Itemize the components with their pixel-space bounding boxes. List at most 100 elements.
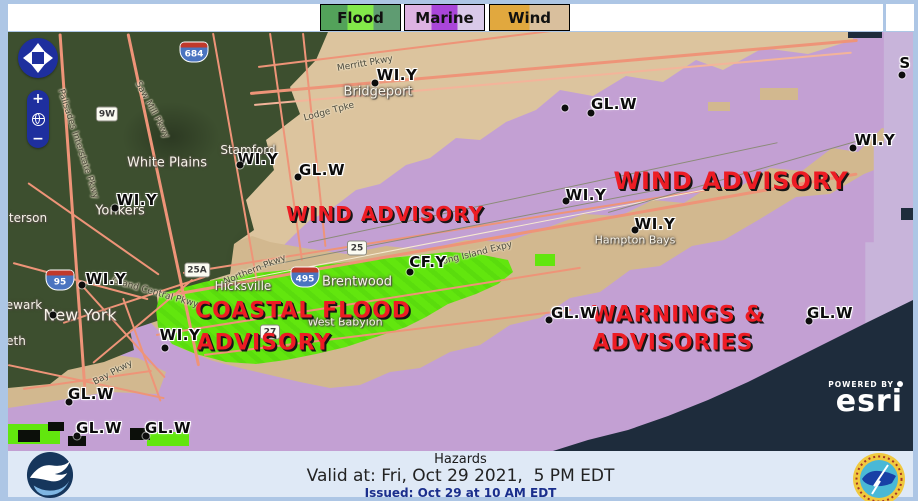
hazard-label-wi-y: WI.Y xyxy=(85,270,127,288)
hazard-point-dot xyxy=(111,204,119,212)
hazard-label-gl-w: GL.W xyxy=(144,419,192,437)
hazard-label-s: S xyxy=(899,54,911,72)
hazard-label-gl-w: GL.W xyxy=(67,385,115,403)
noaa-logo xyxy=(26,451,74,499)
interstate-shield-495: 495 xyxy=(291,267,319,287)
legend-bar: Flood Marine Wind xyxy=(8,4,883,31)
city-label: terson xyxy=(8,211,48,225)
city-label: Bridgeport xyxy=(343,84,413,100)
map-terrain-patch xyxy=(147,432,189,446)
pan-left-icon[interactable] xyxy=(23,51,32,65)
esri-attribution: POWERED BY esri xyxy=(828,380,903,419)
map-pan-control[interactable] xyxy=(18,38,58,78)
advisory-text: COASTAL FLOOD xyxy=(194,298,412,324)
advisory-text: WIND ADVISORY xyxy=(286,202,484,226)
hazard-label-wi-y: WI.Y xyxy=(854,131,896,149)
esri-logo: esri xyxy=(835,384,903,419)
map-terrain-patch xyxy=(708,102,730,111)
interstate-shield-684: 684 xyxy=(180,42,208,62)
hazard-point-dot xyxy=(561,104,569,112)
footer-text: Hazards Valid at: Fri, Oct 29 2021, 5 PM… xyxy=(8,452,913,501)
hazard-point-dot xyxy=(371,79,379,87)
city-label: ewark xyxy=(8,298,43,312)
nws-logo xyxy=(853,453,905,501)
hazard-point-dot xyxy=(562,197,570,205)
advisory-text: WARNINGS & xyxy=(591,302,765,328)
footer-issued: Issued: Oct 29 at 10 AM EDT xyxy=(364,486,557,500)
city-label: Hicksville xyxy=(214,279,272,293)
hazard-label-gl-w: GL.W xyxy=(590,95,638,113)
hazard-label-gl-w: GL.W xyxy=(75,419,123,437)
advisory-text: ADVISORIES xyxy=(592,330,754,356)
hazard-point-dot xyxy=(236,161,244,169)
advisory-text: ADVISORY xyxy=(196,330,332,356)
legend-label: Marine xyxy=(415,8,474,27)
legend-item-flood[interactable]: Flood xyxy=(320,4,401,31)
hazard-label-wi-y: WI.Y xyxy=(565,186,607,204)
route-shield-25A: 25A xyxy=(184,262,210,278)
legend-item-wind[interactable]: Wind xyxy=(489,4,570,31)
city-label: Yonkers xyxy=(95,203,145,219)
top-right-box xyxy=(886,4,914,31)
map-terrain-patch xyxy=(760,88,798,100)
interstate-shield-95: 95 xyxy=(46,270,74,290)
city-label: Brentwood xyxy=(321,274,393,290)
map-terrain-patch xyxy=(848,32,882,38)
esri-globe-dot-icon xyxy=(897,381,903,387)
footer-bar: Hazards Valid at: Fri, Oct 29 2021, 5 PM… xyxy=(8,451,913,501)
advisory-text: WIND ADVISORY xyxy=(613,167,849,195)
hazard-point-dot xyxy=(545,316,553,324)
zoom-out-button[interactable]: − xyxy=(32,131,44,147)
map-terrain-patch xyxy=(901,208,913,220)
hazard-point-dot xyxy=(49,311,57,319)
route-shield-25: 25 xyxy=(347,240,367,256)
city-label: Hampton Bays xyxy=(594,233,676,247)
hazard-point-dot xyxy=(78,281,86,289)
pan-up-icon[interactable] xyxy=(31,43,45,52)
hazard-point-dot xyxy=(406,268,414,276)
hazard-point-dot xyxy=(805,317,813,325)
hazard-point-dot xyxy=(587,109,595,117)
city-label: New York xyxy=(43,305,117,325)
map-zoom-control[interactable]: + − xyxy=(27,90,49,148)
city-label: West Babylon xyxy=(307,315,383,329)
hazard-point-dot xyxy=(65,398,73,406)
route-shield-27: 27 xyxy=(260,324,280,340)
hazard-label-gl-w: GL.W xyxy=(550,304,598,322)
hazard-point-dot xyxy=(142,432,150,440)
city-label: Stamford xyxy=(220,143,276,157)
pan-right-icon[interactable] xyxy=(44,51,53,65)
hazard-label-gl-w: GL.W xyxy=(806,304,854,322)
footer-valid: Valid at: Fri, Oct 29 2021, 5 PM EDT xyxy=(306,466,615,486)
hazard-point-dot xyxy=(73,432,81,440)
hazard-point-dot xyxy=(294,173,302,181)
hazard-label-gl-w: GL.W xyxy=(298,161,346,179)
hazard-point-dot xyxy=(898,71,906,79)
hazard-point-dot xyxy=(849,144,857,152)
zoom-in-button[interactable]: + xyxy=(32,91,44,107)
hazard-label-wi-y: WI.Y xyxy=(116,191,158,209)
hazard-point-dot xyxy=(631,226,639,234)
hazard-label-wi-y: WI.Y xyxy=(237,150,279,168)
hazards-map[interactable]: POWERED BY esri + − 684 95 495 9W 25 25A 27 Mer… xyxy=(8,32,913,451)
route-shield-9W: 9W xyxy=(95,106,119,122)
map-terrain-patch xyxy=(18,430,40,442)
legend-label: Wind xyxy=(507,8,552,27)
hazard-label-wi-y: WI.Y xyxy=(634,215,676,233)
map-terrain-patch xyxy=(68,436,86,446)
hazard-point-dot xyxy=(161,344,169,352)
legend-item-marine[interactable]: Marine xyxy=(404,4,485,31)
footer-title: Hazards xyxy=(434,452,487,467)
legend-label: Flood xyxy=(337,8,384,27)
map-terrain-patch xyxy=(48,422,64,431)
map-terrain-patch xyxy=(535,254,555,266)
pan-down-icon[interactable] xyxy=(31,64,45,73)
hazard-label-cf-y: CF.Y xyxy=(409,253,447,271)
hazard-label-wi-y: WI.Y xyxy=(376,66,418,84)
city-label: White Plains xyxy=(127,155,207,171)
hazard-label-wi-y: WI.Y xyxy=(159,326,201,344)
globe-icon[interactable] xyxy=(31,112,45,126)
city-label: eth xyxy=(8,334,26,348)
powered-by-label: POWERED BY xyxy=(828,380,894,389)
